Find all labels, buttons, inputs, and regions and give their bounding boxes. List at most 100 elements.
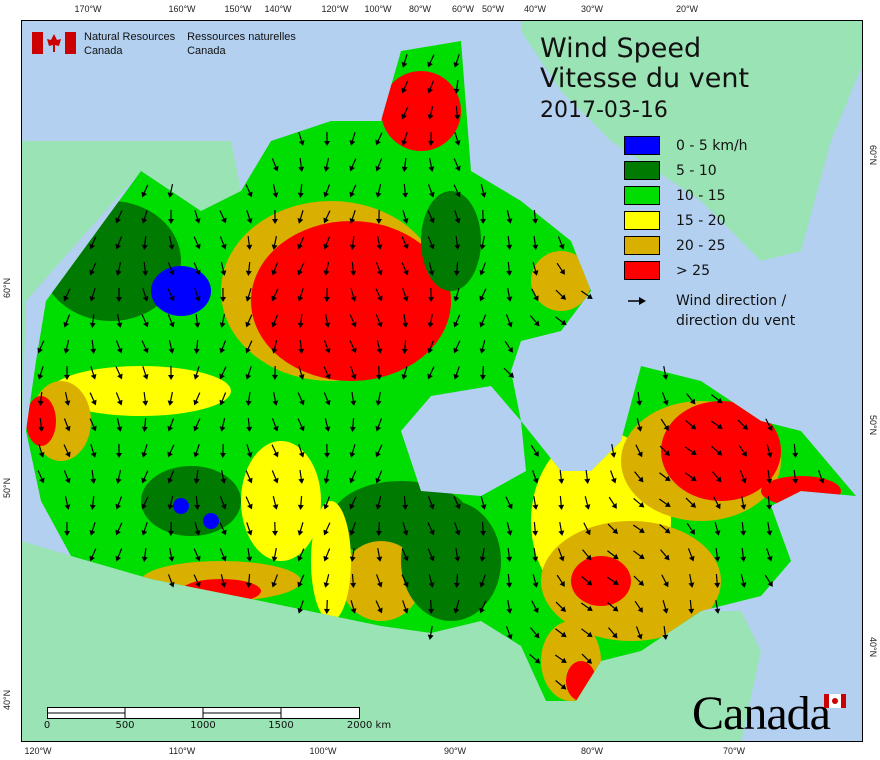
wind-arrow — [349, 158, 357, 172]
wind-arrow — [271, 470, 279, 484]
wind-arrow — [245, 340, 253, 354]
wind-arrow — [555, 316, 567, 326]
graticule-label: 60°W — [451, 4, 475, 14]
graticule-label: 40°W — [523, 4, 547, 14]
wind-arrow — [532, 547, 539, 562]
wind-arrow — [193, 444, 200, 458]
wind-arrow — [792, 469, 799, 484]
wind-arrow — [115, 287, 122, 302]
wind-arrow — [376, 340, 383, 354]
wind-arrow — [633, 550, 645, 560]
wind-arrow — [375, 314, 383, 328]
wind-arrow — [766, 495, 773, 510]
wind-arrow — [428, 496, 435, 510]
wind-arrow — [245, 261, 252, 276]
wind-arrow — [272, 521, 279, 536]
wind-arrow — [427, 80, 435, 94]
wind-arrow — [554, 654, 567, 664]
wind-arrow — [298, 366, 305, 380]
wind-arrow — [633, 575, 645, 586]
map-canvas[interactable] — [21, 20, 863, 742]
wind-arrow — [428, 574, 435, 588]
wind-arrow — [376, 365, 383, 380]
wordmark-text: Canada — [692, 687, 831, 740]
wind-arrow — [141, 496, 149, 510]
wind-arrow — [219, 392, 227, 406]
wind-arrow — [37, 366, 44, 380]
wind-arrow — [167, 209, 174, 224]
wind-arrow — [116, 418, 123, 432]
wind-arrow — [375, 158, 383, 172]
wind-arrow — [323, 470, 330, 484]
wind-arrow — [38, 417, 45, 432]
wind-arrow — [401, 366, 408, 380]
wind-arrow — [350, 391, 357, 406]
wind-arrow — [298, 469, 305, 484]
wind-arrow — [37, 391, 44, 406]
wind-arrow — [453, 573, 460, 588]
wind-arrow — [685, 497, 697, 508]
wind-arrow — [634, 600, 643, 613]
scale-bar: 0 500 1000 1500 2000 km — [44, 706, 391, 731]
wind-arrow — [115, 262, 122, 276]
wind-arrow — [685, 472, 697, 482]
wind-arrow — [167, 418, 175, 432]
wind-arrow — [349, 235, 356, 250]
wind-arrow — [557, 236, 565, 250]
graticule-label: 30°W — [580, 4, 604, 14]
graticule-label: 60°N — [2, 277, 12, 298]
wind-arrow — [167, 496, 174, 510]
canada-flag-icon — [32, 32, 76, 54]
wind-arrow — [323, 236, 331, 250]
wind-arrow — [194, 210, 201, 224]
wind-arrow — [428, 599, 435, 614]
wind-arrow — [582, 549, 592, 561]
wind-arrow — [662, 366, 669, 380]
graticule-label: 90°W — [443, 746, 467, 756]
wind-arrow — [245, 470, 253, 484]
wind-arrow — [142, 391, 149, 406]
wind-arrow — [349, 132, 356, 146]
wind-arrow — [659, 445, 670, 456]
wind-arrow — [141, 314, 149, 328]
wind-arrow — [297, 418, 305, 432]
wind-arrow — [298, 339, 305, 354]
agency-en-1: Natural Resources — [84, 31, 176, 43]
wind-arrow — [194, 313, 201, 328]
wind-arrow — [350, 573, 357, 588]
wind-arrow — [532, 470, 539, 484]
wind-arrow — [740, 547, 747, 562]
graticule-label: 80°W — [580, 746, 604, 756]
scale-label: 1500 — [268, 720, 294, 731]
wind-arrow — [505, 626, 513, 640]
wind-arrow — [376, 236, 383, 250]
wind-arrow — [584, 496, 591, 510]
wind-arrow — [115, 210, 123, 224]
wind-arrow — [555, 601, 566, 612]
wind-arrow — [297, 210, 304, 224]
wind-arrow — [375, 444, 383, 458]
wind-arrow — [427, 366, 435, 380]
greenland-land — [521, 21, 862, 261]
wind-arrow — [402, 210, 409, 224]
wind-arrow — [684, 446, 697, 456]
legend-label: > 25 — [676, 262, 710, 279]
wind-arrow — [480, 496, 487, 510]
wind-arrow — [90, 366, 97, 380]
wind-arrow — [89, 288, 96, 302]
wind-arrow — [818, 470, 825, 484]
wind-arrow — [167, 288, 175, 302]
wind-arrow — [558, 469, 565, 484]
wind-arrow — [453, 261, 460, 276]
wind-arrow — [271, 418, 279, 432]
wind-arrow — [193, 236, 201, 250]
wind-arrow — [556, 574, 565, 587]
wind-arrow — [323, 340, 331, 354]
wind-arrow — [349, 184, 357, 198]
wind-arrow — [323, 158, 330, 172]
wind-arrow — [141, 184, 149, 198]
wind-arrow — [141, 235, 148, 250]
wind-arrow — [714, 522, 721, 536]
wind-arrow — [272, 209, 279, 224]
scale-label: 500 — [115, 720, 135, 731]
